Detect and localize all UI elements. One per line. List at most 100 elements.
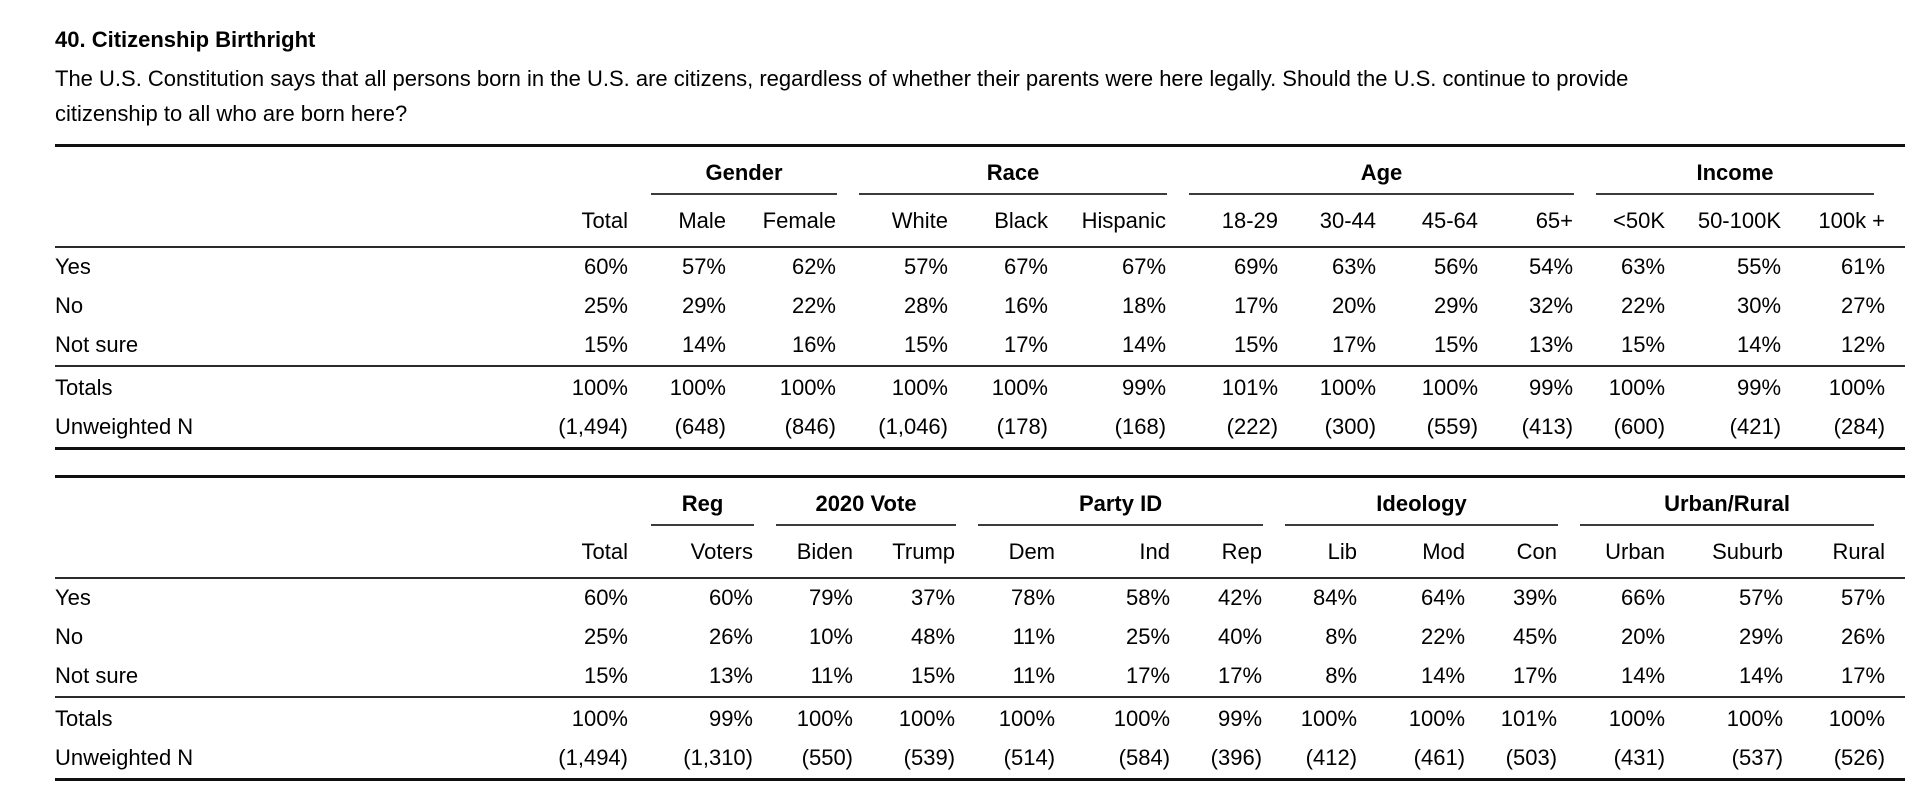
value-cell: 14% bbox=[681, 332, 726, 357]
row-label-header bbox=[55, 195, 505, 248]
summary-value-cell: 99% bbox=[640, 696, 765, 739]
summary-value-cell: 100% bbox=[1677, 696, 1796, 739]
summary-value-cell: (300) bbox=[1324, 414, 1377, 439]
answer-row: Yes 60% 60% 79% 37% 78% 58% 42% 84% 64% 39% 66% 57% 5… bbox=[55, 578, 1905, 618]
summary-value-cell: (1,310) bbox=[683, 745, 753, 770]
value-cell: 60% bbox=[583, 254, 628, 279]
answer-row: No 25% 26% 10% 48% 11% 25% 40% 8% 22% 45% 20% 29% 26% bbox=[55, 618, 1905, 657]
summary-value-cell: 99% bbox=[1182, 696, 1275, 739]
summary-value-cell: (846) bbox=[784, 414, 836, 439]
column-header: Rural bbox=[1795, 526, 1906, 579]
summary-value-cell: (503) bbox=[1505, 745, 1558, 770]
column-header: White bbox=[848, 195, 960, 248]
column-header: Hispanic bbox=[1060, 195, 1179, 248]
summary-value-cell: (222) bbox=[1226, 414, 1279, 439]
value-cell: 26% bbox=[708, 624, 753, 649]
group-header: Party ID bbox=[967, 477, 1274, 526]
crosstab-table-politics: Reg 2020 Vote Party ID Ideology Urban/Rural T… bbox=[55, 475, 1906, 781]
value-cell: 15% bbox=[903, 332, 948, 357]
row-label: No bbox=[55, 624, 84, 649]
group-spacer bbox=[55, 477, 640, 527]
summary-value-cell: (284) bbox=[1833, 414, 1886, 439]
value-cell: 55% bbox=[1736, 254, 1782, 279]
summary-value-cell: 99% bbox=[1490, 365, 1586, 408]
column-header: Suburb bbox=[1677, 526, 1796, 579]
row-label: No bbox=[55, 293, 84, 318]
value-cell: 16% bbox=[791, 332, 836, 357]
summary-value-cell: (584) bbox=[1118, 745, 1171, 770]
value-cell: 42% bbox=[1217, 585, 1263, 610]
summary-row: Unweighted N (1,494) (648) (846) (1,046) (178… bbox=[55, 408, 1905, 449]
value-cell: 14% bbox=[1738, 663, 1784, 688]
value-cell: 11% bbox=[1012, 624, 1056, 649]
value-cell: 28% bbox=[903, 293, 948, 318]
value-cell: 45% bbox=[1512, 624, 1558, 649]
column-header: Dem bbox=[967, 526, 1068, 579]
column-header: <50K bbox=[1585, 195, 1678, 248]
summary-value-cell: 100% bbox=[1369, 696, 1478, 739]
summary-value-cell: 100% bbox=[505, 365, 640, 408]
group-header: Gender bbox=[640, 146, 848, 195]
value-cell: 17% bbox=[1331, 332, 1377, 357]
summary-value-cell: 100% bbox=[738, 365, 848, 408]
value-cell: 66% bbox=[1620, 585, 1666, 610]
value-cell: 15% bbox=[1433, 332, 1479, 357]
column-header: Total bbox=[505, 195, 640, 248]
value-cell: 32% bbox=[1528, 293, 1574, 318]
summary-value-cell: (431) bbox=[1613, 745, 1666, 770]
value-cell: 15% bbox=[583, 332, 628, 357]
column-header: Lib bbox=[1274, 526, 1370, 579]
value-cell: 48% bbox=[910, 624, 956, 649]
group-header: 2020 Vote bbox=[765, 477, 967, 526]
value-cell: 69% bbox=[1233, 254, 1279, 279]
value-cell: 64% bbox=[1420, 585, 1466, 610]
value-cell: 8% bbox=[1325, 663, 1358, 688]
answer-row: Not sure 15% 13% 11% 15% 11% 17% 17% 8% 14% 17% 14%… bbox=[55, 657, 1905, 697]
summary-value-cell: (178) bbox=[996, 414, 1048, 439]
crosstab-document: 40. Citizenship Birthright The U.S. Cons… bbox=[55, 27, 1932, 781]
value-cell: 13% bbox=[708, 663, 753, 688]
value-cell: 15% bbox=[1620, 332, 1666, 357]
summary-value-cell: 100% bbox=[1274, 696, 1370, 739]
summary-value-cell: 100% bbox=[1290, 365, 1389, 408]
summary-value-cell: 100% bbox=[505, 696, 640, 739]
value-cell: 20% bbox=[1620, 624, 1666, 649]
row-label: Not sure bbox=[55, 663, 139, 688]
value-cell: 37% bbox=[910, 585, 956, 610]
value-cell: 17% bbox=[1512, 663, 1558, 688]
group-header: Income bbox=[1585, 146, 1905, 195]
value-cell: 30% bbox=[1736, 293, 1782, 318]
value-cell: 63% bbox=[1331, 254, 1377, 279]
group-header: Reg bbox=[640, 477, 765, 526]
value-cell: 67% bbox=[1003, 254, 1048, 279]
value-cell: 13% bbox=[1528, 332, 1574, 357]
value-cell: 57% bbox=[681, 254, 726, 279]
value-cell: 25% bbox=[583, 293, 628, 318]
summary-value-cell: (412) bbox=[1305, 745, 1358, 770]
value-cell: 15% bbox=[1233, 332, 1279, 357]
value-cell: 15% bbox=[583, 663, 628, 688]
value-cell: 14% bbox=[1620, 663, 1666, 688]
answer-row: Not sure 15% 14% 16% 15% 17% 14% 15% 17% 15% 13% 15… bbox=[55, 326, 1905, 366]
row-label: Yes bbox=[55, 254, 91, 279]
table-spacer bbox=[55, 450, 1932, 475]
summary-row-label: Totals bbox=[55, 696, 505, 739]
column-header: Rep bbox=[1182, 526, 1275, 579]
summary-row-label: Totals bbox=[55, 365, 505, 408]
column-header: Ind bbox=[1067, 526, 1183, 579]
column-header: 18-29 bbox=[1178, 195, 1291, 248]
value-cell: 17% bbox=[1003, 332, 1048, 357]
value-cell: 8% bbox=[1325, 624, 1358, 649]
group-header-label: Race bbox=[859, 160, 1168, 195]
group-header-label: Age bbox=[1189, 160, 1575, 195]
group-spacer bbox=[55, 146, 640, 196]
column-header: 45-64 bbox=[1388, 195, 1491, 248]
summary-value-cell: (539) bbox=[903, 745, 956, 770]
summary-value-cell: 100% bbox=[848, 365, 960, 408]
column-header: Total bbox=[505, 526, 640, 579]
summary-value-cell: (514) bbox=[1003, 745, 1056, 770]
value-cell: 14% bbox=[1736, 332, 1782, 357]
summary-value-cell: 101% bbox=[1477, 696, 1570, 739]
crosstab-table-demographics: Gender Race Age Income Total Male Female White B… bbox=[55, 144, 1906, 450]
answer-row: No 25% 29% 22% 28% 16% 18% 17% 20% 29% 32% 22% 30% 27… bbox=[55, 287, 1905, 326]
